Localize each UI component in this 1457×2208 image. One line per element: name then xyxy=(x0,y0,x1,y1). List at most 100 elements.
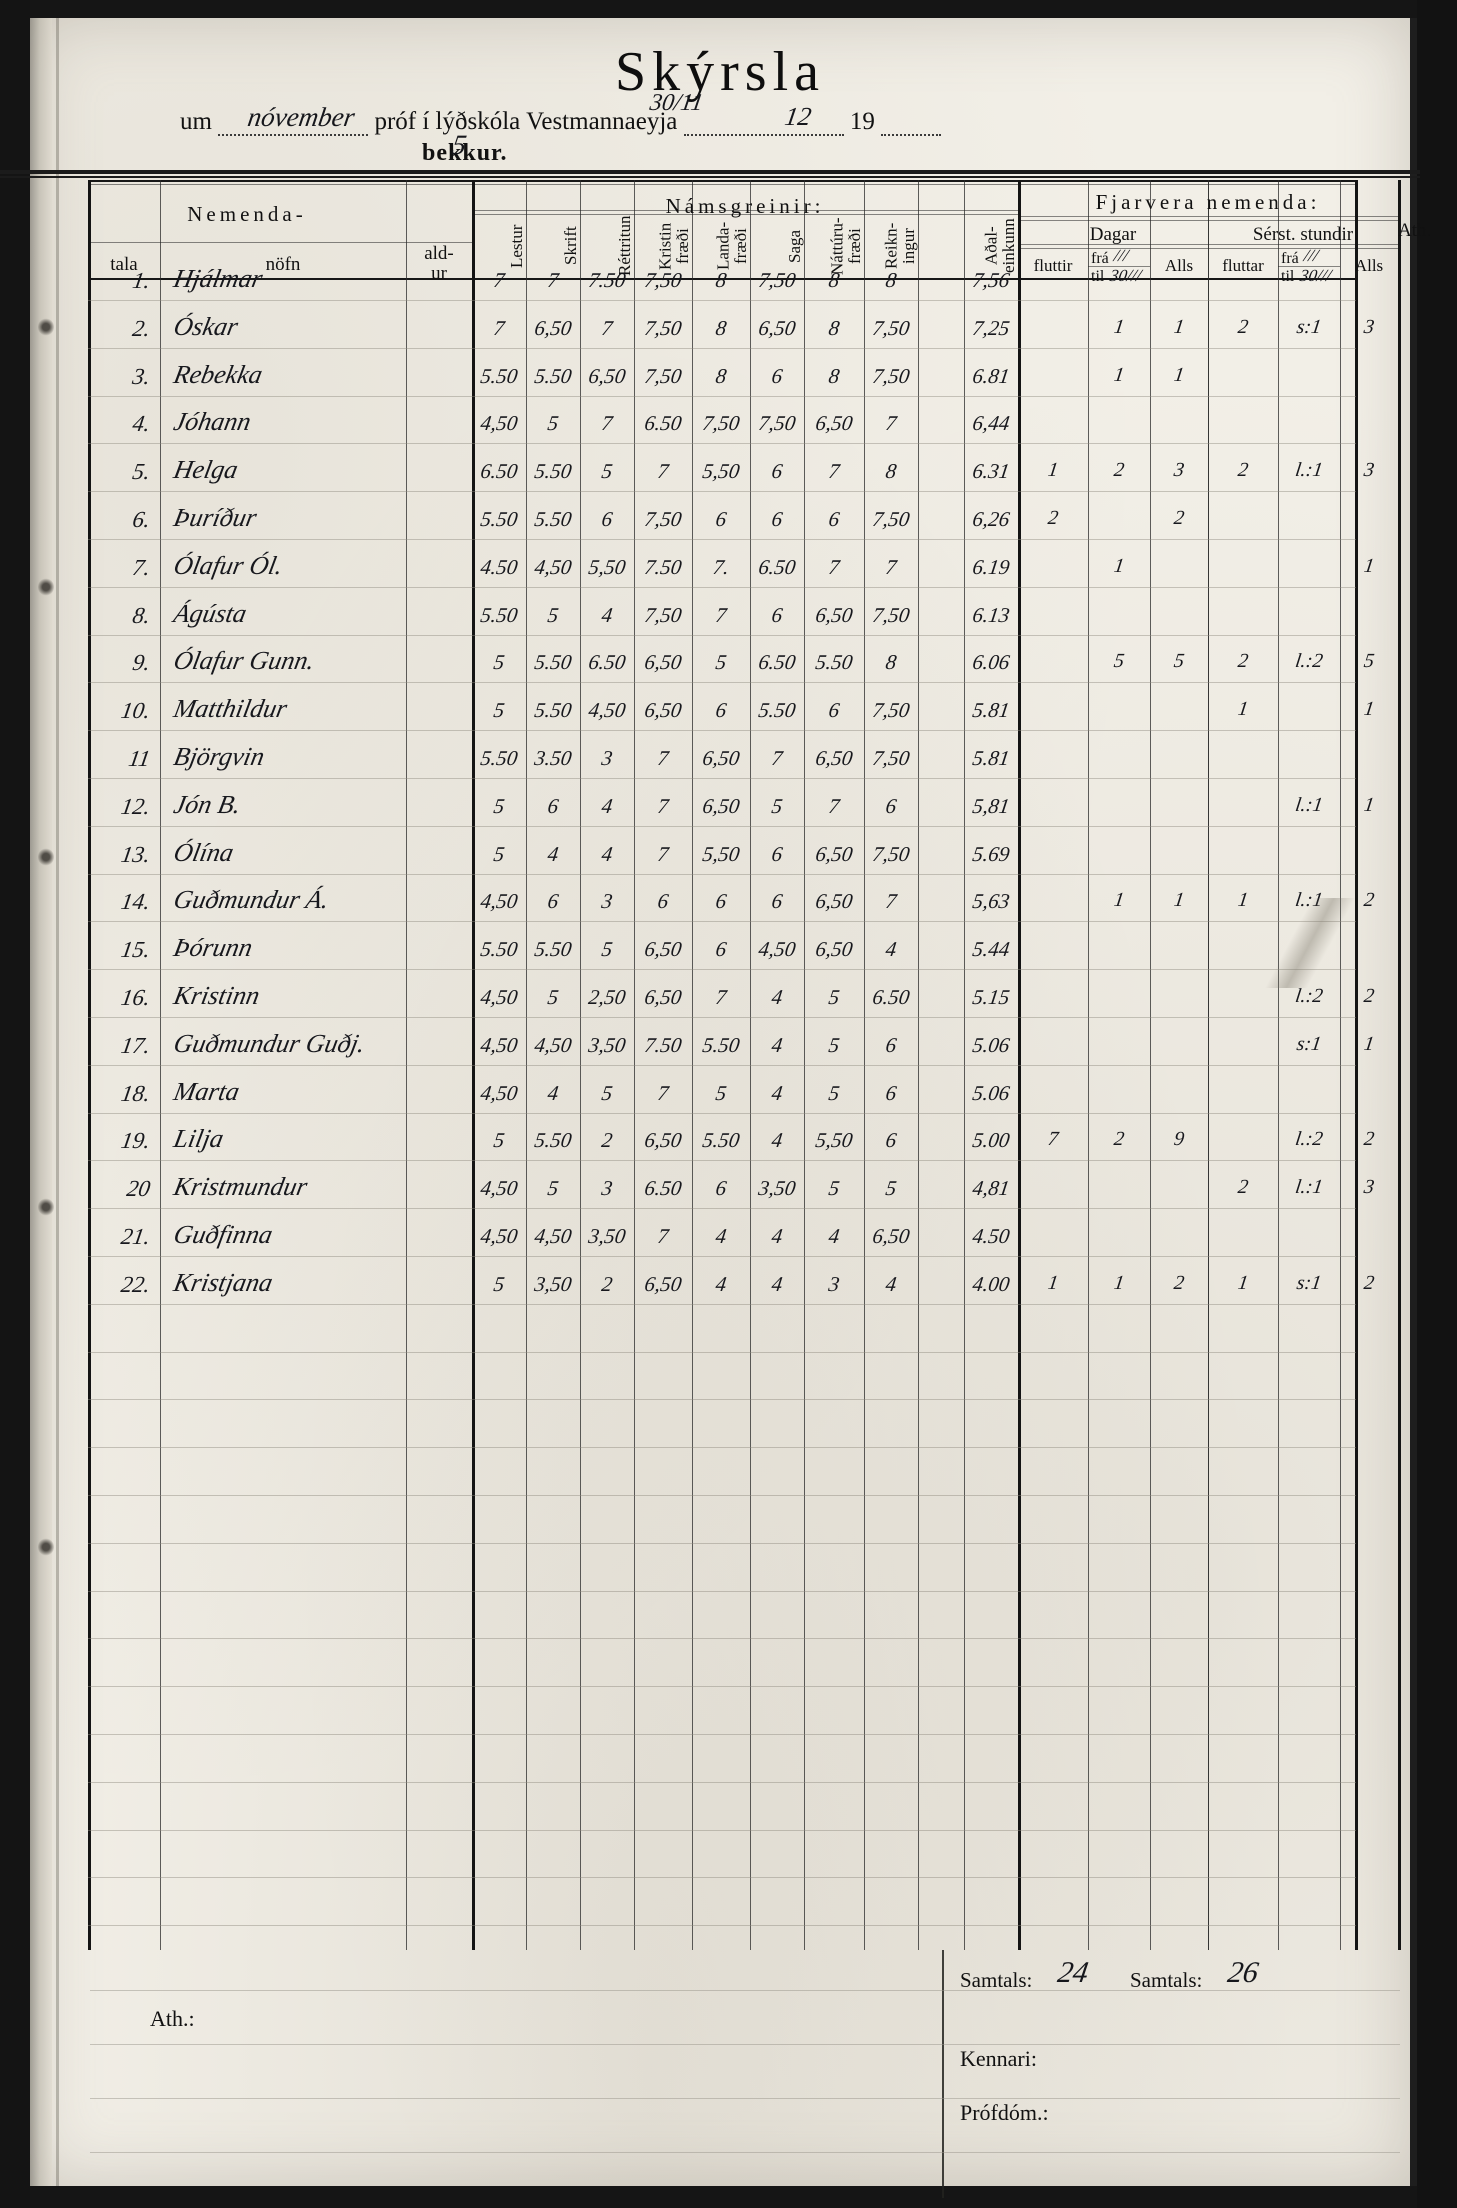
row-guideline xyxy=(88,1303,1356,1305)
binding-gutter xyxy=(30,18,52,2186)
grade-cell: 8 xyxy=(827,363,842,388)
grade-cell: 5.50 xyxy=(479,602,520,627)
grade-cell: 7,50 xyxy=(871,746,912,770)
table-row-index: 22. xyxy=(119,1271,153,1297)
grade-cell: 5.06 xyxy=(971,1032,1012,1057)
grade-cell: 6 xyxy=(770,841,785,866)
absence-cell: 3 xyxy=(1362,1176,1376,1199)
row-guideline xyxy=(88,443,1356,445)
table-hline xyxy=(1278,266,1340,267)
table-hline xyxy=(472,210,1018,211)
grade-cell: 7 xyxy=(714,985,729,1009)
table-vline xyxy=(406,180,407,1950)
absence-cell: 1 xyxy=(1362,793,1376,816)
grade-cell: 5.50 xyxy=(533,507,574,531)
absence-cell: 1 xyxy=(1112,363,1126,386)
row-guideline xyxy=(88,1686,1356,1688)
grade-cell: 5 xyxy=(546,1176,561,1201)
header-col-nofn: nöfn xyxy=(265,254,301,275)
grade-cell: 4,50 xyxy=(479,889,520,914)
row-guideline xyxy=(88,1160,1356,1162)
grade-cell: 3,50 xyxy=(757,1176,798,1201)
header-rule-bottom xyxy=(0,176,1420,178)
row-guideline xyxy=(88,1399,1356,1401)
punch-mark xyxy=(38,318,54,336)
header-stundir-til: til xyxy=(1281,268,1295,285)
table-hline xyxy=(472,214,1018,215)
table-vline xyxy=(1150,180,1151,1950)
footer-kennari-label: Kennari: xyxy=(960,2046,1037,2071)
grade-cell: 4,50 xyxy=(479,1176,520,1201)
student-name: Matthildur xyxy=(171,694,290,724)
grade-cell: 2 xyxy=(600,1128,615,1153)
grade-cell: 4 xyxy=(770,1080,785,1105)
grade-cell: 7,50 xyxy=(757,268,798,292)
absence-cell: 2 xyxy=(1046,507,1060,529)
grade-cell: 6,50 xyxy=(814,889,855,914)
row-guideline xyxy=(88,1734,1356,1735)
absence-cell: 5 xyxy=(1172,650,1186,673)
absence-cell: 2 xyxy=(1236,315,1250,338)
grade-cell: 5.50 xyxy=(533,937,574,962)
grade-cell: 7,50 xyxy=(871,698,912,723)
absence-cell: 1 xyxy=(1172,363,1186,386)
table-vline xyxy=(1398,180,1401,1950)
header-dagar-til: til xyxy=(1091,268,1105,285)
grade-cell: 5 xyxy=(600,1080,615,1105)
grade-cell: 5.50 xyxy=(479,363,520,388)
grade-cell: 5 xyxy=(600,459,615,484)
footer-guideline xyxy=(90,2152,1400,2153)
grade-cell: 6.50 xyxy=(587,650,628,675)
grade-cell: 6.50 xyxy=(643,411,684,436)
grade-cell: 6 xyxy=(770,459,785,484)
grade-cell: 7 xyxy=(714,602,729,627)
grade-cell: 7 xyxy=(827,554,842,579)
student-name: Guðfinna xyxy=(171,1220,276,1249)
grade-cell: 5,81 xyxy=(971,793,1012,818)
punch-mark xyxy=(38,848,54,866)
grade-cell: 7,50 xyxy=(643,363,684,388)
grade-cell: 6,50 xyxy=(814,411,855,436)
grade-cell: 4 xyxy=(600,793,615,818)
grade-cell: 6.50 xyxy=(871,985,912,1009)
grade-cell: 4,50 xyxy=(533,554,574,579)
row-guideline xyxy=(88,1351,1356,1353)
header-group-absence: Fjarvera nemenda: xyxy=(1095,190,1321,214)
grade-cell: 7 xyxy=(884,889,899,914)
grade-cell: 2 xyxy=(600,1271,615,1296)
grade-cell: 6,50 xyxy=(814,841,855,866)
absence-cell: l.:2 xyxy=(1293,985,1325,1007)
footer-guideline xyxy=(90,2098,1400,2099)
student-name: Jóhann xyxy=(171,407,254,437)
grade-cell: 7,50 xyxy=(643,602,684,627)
row-guideline xyxy=(88,1447,1356,1449)
student-name: Rebekka xyxy=(171,359,265,389)
grade-table: Nemenda- Námsgreinir: Fjarvera nemenda: Ath… xyxy=(88,180,1431,1950)
grade-cell: 4 xyxy=(546,1080,561,1105)
grade-cell: 8 xyxy=(714,268,729,292)
grade-cell: 7 xyxy=(827,459,842,484)
absence-cell: 3 xyxy=(1362,315,1376,338)
absence-cell: 1 xyxy=(1236,889,1250,912)
grade-cell: 5 xyxy=(546,602,561,627)
grade-cell: 3,50 xyxy=(587,1224,628,1248)
grade-cell: 6 xyxy=(884,1080,899,1105)
grade-cell: 7 xyxy=(492,268,507,292)
header-stundir-fra: frá xyxy=(1281,250,1299,267)
grade-cell: 6,50 xyxy=(643,985,684,1009)
table-vline xyxy=(160,180,161,1950)
table-row-index: 12. xyxy=(119,793,153,819)
grade-cell: 5.50 xyxy=(814,650,855,675)
header-absence-dagar: Dagar xyxy=(1089,224,1137,245)
student-name: Helga xyxy=(171,455,241,485)
grade-cell: 5.50 xyxy=(757,698,798,723)
grade-cell: 6,50 xyxy=(643,1128,684,1153)
header-group-students: Nemenda- xyxy=(187,202,307,226)
grade-cell: 4 xyxy=(770,1224,785,1248)
header-dagar-fra: frá xyxy=(1091,250,1109,267)
table-row-index: 4. xyxy=(130,411,153,437)
scan-edge-bottom xyxy=(0,2186,1457,2208)
grade-cell: 7 xyxy=(656,746,671,770)
grade-cell: 5 xyxy=(492,650,507,675)
